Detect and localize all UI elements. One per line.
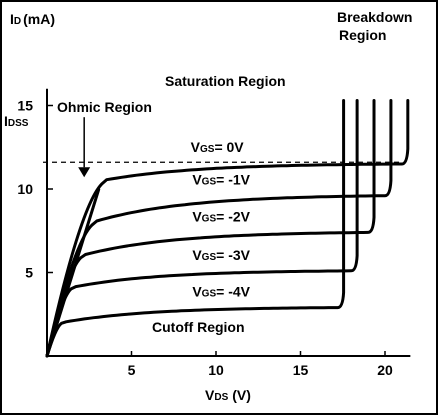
x-axis-title: VDS (V)	[205, 387, 251, 403]
y-tick-label: 10	[17, 181, 33, 197]
curve-vgs-3	[45, 98, 359, 358]
x-tick-label: 20	[377, 362, 393, 378]
breakdown-region-label-line1: Breakdown	[337, 9, 412, 25]
curve-vgs-4	[45, 98, 346, 358]
curve-vgs-1	[45, 98, 393, 358]
ohmic-region-label: Ohmic Region	[57, 99, 152, 115]
curve-label-vgs-4: VGS= -4V	[192, 284, 250, 300]
curve-vgs-0	[45, 98, 410, 358]
curve-label-vgs-2: VGS= -2V	[192, 208, 250, 224]
x-tick-label: 15	[293, 362, 309, 378]
ohmic-arrow-head	[78, 167, 91, 178]
plot-area: 5 10 15 20 5 10 15	[17, 88, 411, 378]
breakdown-region-label-line2: Region	[339, 27, 386, 43]
y-tick-label: 15	[17, 98, 33, 114]
idss-label: IDSS	[4, 113, 29, 129]
curve-vgs-2	[45, 98, 376, 358]
cutoff-region-label: Cutoff Region	[152, 319, 245, 335]
x-tick-label: 10	[208, 362, 224, 378]
saturation-region-label: Saturation Region	[165, 73, 286, 89]
x-tick-label: 5	[128, 362, 136, 378]
ohmic-envelope-line	[45, 187, 101, 358]
curve-label-vgs-0: VGS= 0V	[191, 139, 245, 155]
y-axis-title: ID (mA)	[10, 11, 55, 27]
curve-label-vgs-3: VGS= -3V	[192, 247, 250, 263]
curve-labels: VGS= 0V VGS= -1V VGS= -2V VGS= -3V VGS= -4V	[191, 139, 251, 300]
y-tick-label: 5	[25, 265, 33, 281]
curve-label-vgs-1: VGS= -1V	[192, 172, 250, 188]
